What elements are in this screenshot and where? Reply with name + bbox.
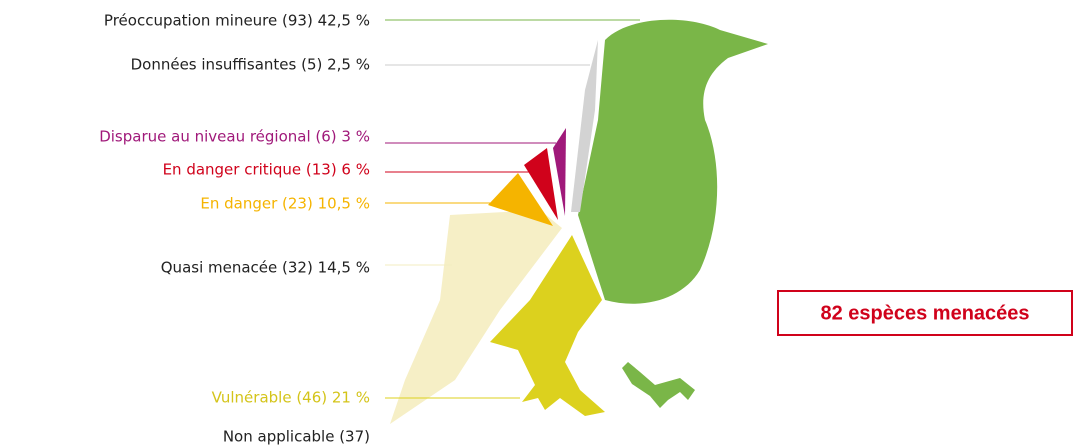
legend-label: En danger critique (13) 6 % — [163, 161, 370, 179]
bird-legs — [490, 235, 605, 416]
legend-label: Vulnérable (46) 21 % — [212, 389, 370, 407]
bird-tail-wing — [390, 210, 562, 424]
callout-box — [777, 290, 1073, 336]
legend-label: Données insuffisantes (5) 2,5 % — [131, 56, 370, 74]
bird-segment — [571, 40, 598, 212]
legend-label: Disparue au niveau régional (6) 3 % — [99, 128, 370, 146]
bird-segment — [553, 128, 566, 216]
bird — [390, 19, 768, 424]
callout-text: 82 espèces menacées — [820, 302, 1029, 324]
bird-segment — [524, 148, 558, 220]
legend-label: Quasi menacée (32) 14,5 % — [161, 259, 370, 277]
legend-label: En danger (23) 10,5 % — [200, 195, 370, 213]
bird-foot — [622, 362, 695, 408]
bird-body — [578, 19, 768, 304]
legend-label: Préoccupation mineure (93) 42,5 % — [104, 12, 370, 30]
bird-segment — [488, 173, 553, 226]
legend-label: Non applicable (37) — [223, 428, 370, 446]
